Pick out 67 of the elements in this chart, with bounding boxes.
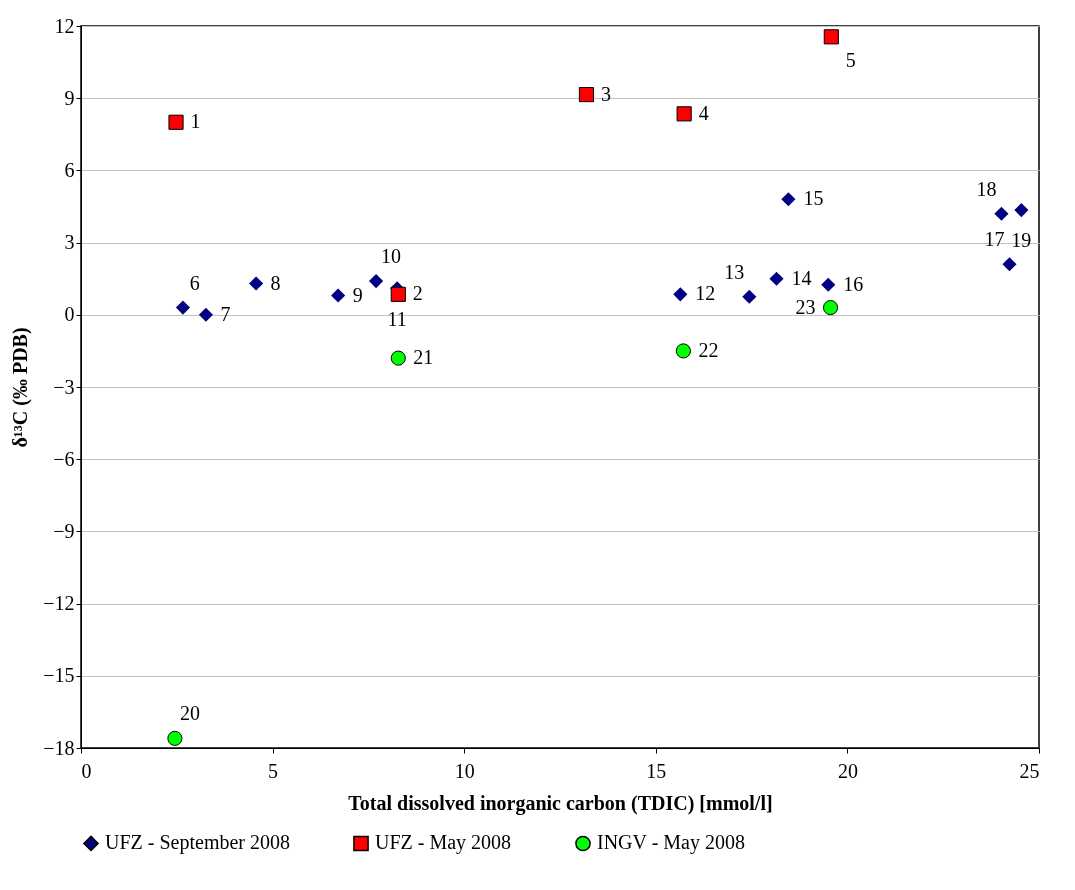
annotation: 10 [381, 245, 402, 268]
y-tick-label: 9 [64, 86, 75, 109]
x-tick-label: 25 [1019, 759, 1040, 782]
annotation: 7 [220, 302, 231, 325]
annotation: 5 [845, 48, 856, 71]
y-tick-label: 6 [64, 158, 75, 181]
point [823, 29, 839, 45]
point [368, 274, 384, 289]
point [1014, 203, 1029, 218]
point [578, 87, 595, 103]
annotation: 20 [179, 702, 200, 725]
annotation: 15 [803, 187, 824, 210]
point [994, 206, 1009, 221]
annotation: 6 [189, 271, 200, 294]
annotation: 16 [843, 272, 864, 295]
point [673, 287, 688, 302]
legend-label: UFZ - May 2008 [375, 831, 512, 855]
x-tick-label: 20 [837, 759, 858, 782]
point [198, 307, 213, 322]
y-tick-label: 12 [54, 14, 75, 37]
x-tick-label: 0 [81, 759, 92, 782]
y-tick-label: −3 [53, 375, 75, 398]
point [331, 288, 346, 303]
point [390, 286, 406, 302]
y-tick-label: −12 [43, 592, 75, 615]
annotation: 11 [387, 307, 407, 330]
y-axis-title: δ¹³C (‰ PDB) [9, 327, 33, 448]
annotation: 4 [698, 101, 709, 124]
point [675, 343, 691, 359]
annotation: 14 [791, 266, 812, 289]
annotation: 21 [413, 346, 434, 369]
y-tick-label: −6 [53, 447, 75, 470]
annotation: 3 [600, 82, 611, 105]
legend-label: UFZ - September 2008 [105, 831, 290, 855]
annotation: 2 [412, 282, 423, 305]
point [168, 114, 184, 130]
point [1002, 257, 1017, 272]
point [249, 276, 264, 291]
annotation: 19 [1011, 229, 1032, 252]
legend-label: INGV - May 2008 [597, 831, 745, 855]
x-tick-label: 10 [454, 759, 475, 782]
point [781, 192, 796, 207]
point [769, 271, 784, 286]
x-tick-label: 15 [646, 759, 667, 782]
point [821, 277, 836, 292]
point [676, 106, 692, 122]
point [822, 300, 839, 316]
annotation: 8 [270, 271, 281, 294]
point [390, 350, 406, 366]
annotation: 9 [352, 283, 363, 306]
y-tick-label: 0 [64, 303, 75, 326]
annotation: 12 [695, 282, 716, 305]
y-tick-label: −15 [43, 664, 75, 687]
y-tick-label: −18 [43, 736, 75, 759]
annotation: 22 [698, 338, 719, 361]
y-tick-label: 3 [64, 231, 75, 254]
y-tick-label: −9 [53, 519, 75, 542]
annotation: 17 [984, 228, 1005, 251]
point [167, 730, 183, 746]
point [742, 289, 757, 304]
point [175, 300, 190, 315]
x-tick-label: 5 [268, 759, 279, 782]
annotation: 1 [190, 110, 201, 133]
annotation: 18 [976, 177, 997, 200]
annotation: 13 [724, 260, 745, 283]
annotation: 23 [795, 295, 816, 318]
x-axis-title: Total dissolved inorganic carbon (TDIC) [mmol/l] [348, 791, 773, 815]
